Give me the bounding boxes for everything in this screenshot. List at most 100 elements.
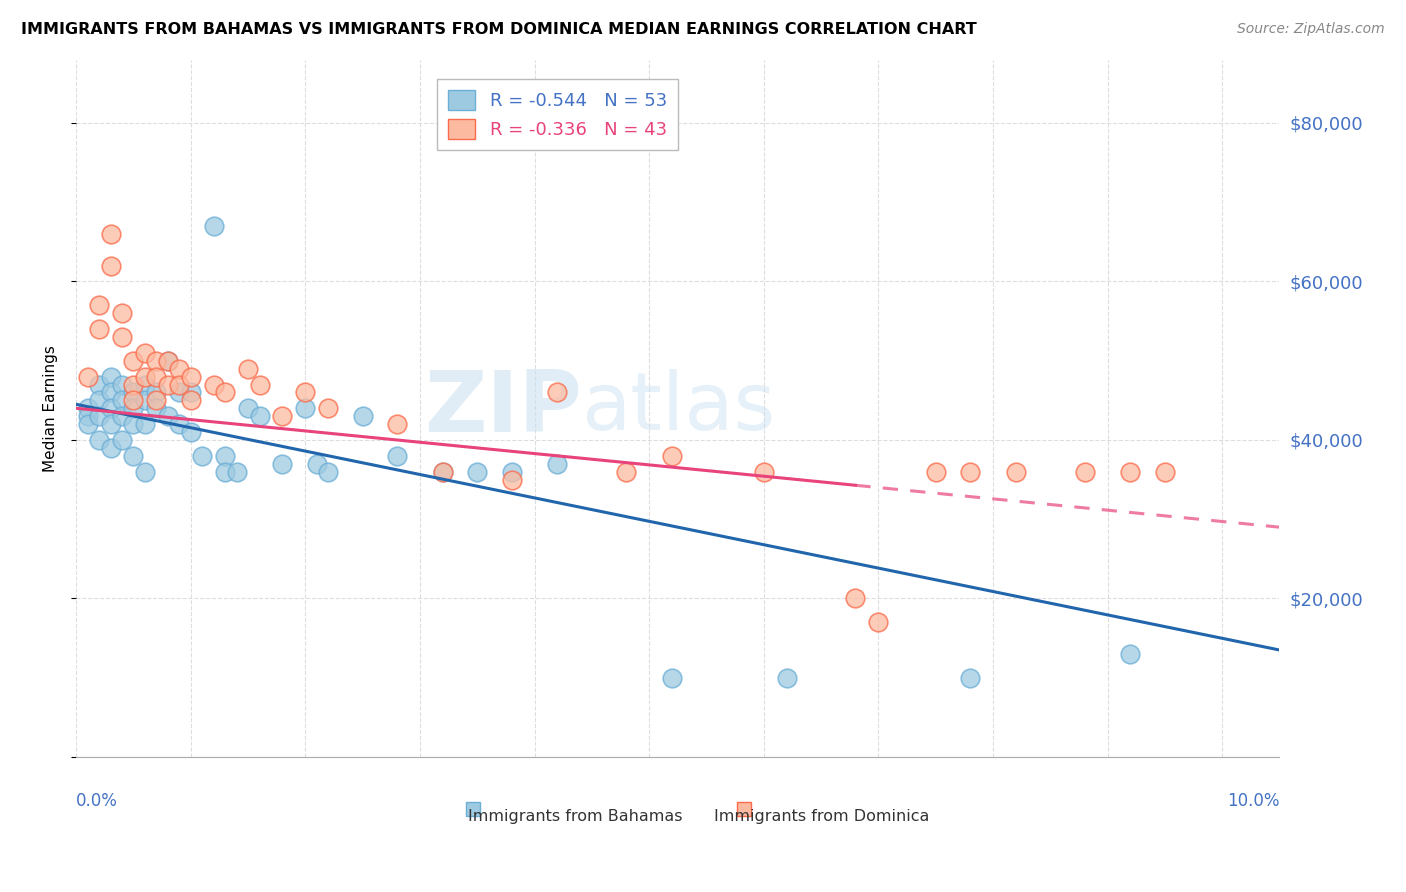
Point (305, 457, 328, 471)
Point (100, 441, 122, 455)
Point (100, 417, 122, 431)
Point (87, 433, 110, 447)
Point (145, 401, 167, 416)
Point (385, 417, 408, 431)
Text: atlas: atlas (582, 369, 776, 447)
Point (271, 409, 294, 424)
Point (111, 330, 134, 344)
Point (122, 417, 145, 431)
Point (169, 377, 191, 392)
Point (100, 259, 122, 273)
Point (169, 361, 191, 376)
Text: Immigrants from Bahamas: Immigrants from Bahamas (468, 809, 683, 824)
Point (1119, 465, 1142, 479)
Point (1119, 647, 1142, 661)
Text: ZIP: ZIP (423, 367, 582, 450)
Point (191, 449, 214, 463)
Point (294, 385, 316, 400)
Point (214, 449, 236, 463)
Point (775, 671, 797, 685)
Point (294, 401, 316, 416)
Point (959, 465, 981, 479)
Point (111, 377, 134, 392)
Point (432, 465, 454, 479)
Point (134, 369, 156, 384)
Point (122, 401, 145, 416)
Point (236, 401, 259, 416)
Point (111, 409, 134, 424)
Text: 10.0%: 10.0% (1227, 792, 1279, 810)
Point (169, 417, 191, 431)
Point (134, 417, 156, 431)
Point (501, 465, 523, 479)
Legend: R = -0.544   N = 53, R = -0.336   N = 43: R = -0.544 N = 53, R = -0.336 N = 43 (437, 79, 678, 150)
Point (100, 401, 122, 416)
Point (145, 369, 167, 384)
Point (225, 465, 247, 479)
Point (180, 369, 202, 384)
Point (661, 449, 683, 463)
Point (111, 393, 134, 408)
Point (134, 346, 156, 360)
Point (752, 465, 775, 479)
Point (1153, 465, 1175, 479)
Point (214, 385, 236, 400)
Point (202, 377, 225, 392)
Text: Source: ZipAtlas.com: Source: ZipAtlas.com (1237, 22, 1385, 37)
Point (100, 385, 122, 400)
Point (1005, 465, 1028, 479)
Point (76, 409, 98, 424)
Point (236, 361, 259, 376)
Point (385, 449, 408, 463)
Point (959, 671, 981, 685)
Point (87, 322, 110, 336)
Point (180, 425, 202, 439)
Point (868, 615, 890, 630)
Point (122, 377, 145, 392)
Point (145, 385, 167, 400)
Point (432, 465, 454, 479)
Point (214, 465, 236, 479)
Y-axis label: Median Earnings: Median Earnings (44, 345, 58, 472)
Point (111, 306, 134, 320)
Point (87, 298, 110, 312)
Point (924, 465, 946, 479)
Point (249, 377, 271, 392)
Text: 0.0%: 0.0% (76, 792, 118, 810)
Point (546, 385, 568, 400)
Point (844, 591, 866, 606)
Point (465, 465, 488, 479)
Point (156, 353, 179, 368)
Point (661, 671, 683, 685)
Point (156, 377, 179, 392)
Point (202, 219, 225, 233)
Point (145, 353, 167, 368)
Point (501, 473, 523, 487)
Point (111, 433, 134, 447)
Point (76, 369, 98, 384)
Point (180, 385, 202, 400)
Point (122, 393, 145, 408)
Point (249, 409, 271, 424)
Point (180, 393, 202, 408)
Point (156, 409, 179, 424)
Point (134, 393, 156, 408)
Point (134, 377, 156, 392)
Point (76, 417, 98, 431)
Point (100, 227, 122, 241)
Point (87, 377, 110, 392)
Point (87, 393, 110, 408)
Point (122, 385, 145, 400)
Point (169, 385, 191, 400)
Point (100, 369, 122, 384)
Point (546, 457, 568, 471)
Point (122, 449, 145, 463)
Point (145, 393, 167, 408)
Point (156, 353, 179, 368)
Point (316, 465, 339, 479)
Text: IMMIGRANTS FROM BAHAMAS VS IMMIGRANTS FROM DOMINICA MEDIAN EARNINGS CORRELATION : IMMIGRANTS FROM BAHAMAS VS IMMIGRANTS FR… (21, 22, 977, 37)
Point (316, 401, 339, 416)
Text: Immigrants from Dominica: Immigrants from Dominica (714, 809, 929, 824)
Point (76, 401, 98, 416)
Point (271, 457, 294, 471)
